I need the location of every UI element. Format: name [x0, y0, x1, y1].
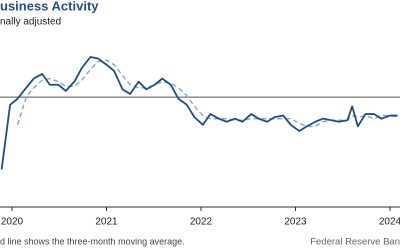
chart-subtitle: nally adjusted: [0, 17, 61, 28]
source: Federal Reserve Ban: [310, 237, 400, 248]
x-tick-label: 2020: [1, 217, 24, 228]
chart-title: usiness Activity: [0, 0, 99, 13]
plot-area: [0, 56, 400, 170]
moving-average-line: [17, 59, 398, 128]
x-tick-label: 2021: [95, 217, 118, 228]
footnote: d line shows the three-month moving aver…: [0, 236, 185, 246]
x-tick-label: 2022: [190, 217, 213, 228]
data-line: [0, 56, 398, 170]
x-tick-label: 2023: [284, 217, 307, 228]
x-tick-label: 2024: [379, 217, 400, 228]
